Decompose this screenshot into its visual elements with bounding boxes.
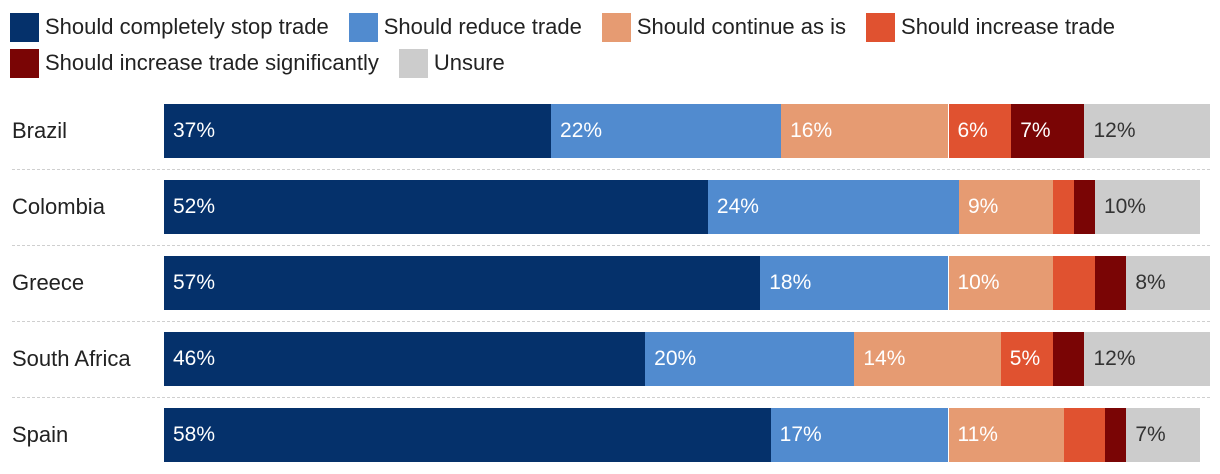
legend-swatch	[601, 12, 631, 42]
category-label: Colombia	[12, 194, 105, 219]
legend-label: Should increase trade significantly	[45, 50, 379, 75]
row-divider	[12, 397, 1210, 398]
bar-segment	[760, 256, 949, 310]
bar-segment	[958, 180, 1054, 234]
legend-swatch	[10, 12, 39, 42]
category-label: Brazil	[12, 118, 68, 143]
bar-segment	[164, 256, 761, 310]
category-label: Greece	[12, 270, 85, 295]
category-label: Spain	[12, 422, 69, 447]
bar-segment	[1074, 180, 1095, 234]
legend-item: Should completely stop trade	[10, 12, 329, 42]
data-label: 10%	[1103, 195, 1146, 218]
bar-segment	[164, 332, 646, 386]
bar-segment	[948, 104, 1012, 158]
data-label: 52%	[173, 195, 216, 218]
row-divider	[12, 245, 1210, 246]
data-label: 12%	[1093, 119, 1136, 142]
legend-item: Should increase trade significantly	[10, 48, 379, 78]
data-label: 7%	[1135, 423, 1166, 446]
bar-segment	[948, 256, 1054, 310]
legend-swatch	[348, 12, 378, 42]
bar-segment	[1084, 332, 1210, 386]
legend-item: Should reduce trade	[348, 12, 582, 42]
legend-label: Unsure	[433, 50, 505, 75]
legend-item: Should continue as is	[601, 12, 847, 42]
row-divider	[12, 169, 1210, 170]
bar-segment	[1126, 256, 1210, 310]
chart-legend: Should completely stop trade Should reduc…	[10, 12, 1215, 78]
row-divider	[12, 321, 1210, 322]
data-label: 58%	[173, 423, 216, 446]
bar-segment	[781, 104, 949, 158]
bar-segment	[1094, 256, 1127, 310]
data-label: 10%	[957, 271, 1000, 294]
bar-segment	[551, 104, 782, 158]
data-label: 5%	[1009, 347, 1041, 370]
legend-label: Should completely stop trade	[45, 14, 329, 39]
bar-segment	[854, 332, 1001, 386]
bar-segment	[1063, 408, 1106, 462]
data-label: 46%	[173, 347, 216, 370]
bar-segment	[164, 408, 771, 462]
legend-item: Unsure	[398, 48, 505, 78]
bar-segment	[164, 104, 552, 158]
bar-segment	[1094, 180, 1200, 234]
bar-segment	[770, 408, 949, 462]
data-label: 14%	[863, 347, 906, 370]
bar-segment	[164, 180, 708, 234]
legend-swatch	[398, 48, 428, 78]
bar-segment	[1084, 104, 1210, 158]
bar-segment	[1126, 408, 1200, 462]
data-label: 22%	[560, 119, 603, 142]
data-label: 8%	[1135, 271, 1166, 294]
bar-segment	[1105, 408, 1127, 462]
bar-segment	[645, 332, 855, 386]
bar-segment	[1053, 256, 1095, 310]
data-label: 57%	[173, 271, 216, 294]
legend-label: Should continue as is	[636, 14, 847, 39]
legend-swatch	[10, 48, 39, 78]
data-label: 20%	[654, 347, 697, 370]
data-label: 24%	[716, 195, 759, 218]
legend-swatch	[866, 12, 896, 42]
data-label: 7%	[1020, 119, 1051, 142]
data-label: 9%	[967, 195, 999, 218]
bar-segment	[948, 408, 1064, 462]
data-label: 16%	[790, 119, 833, 142]
legend-label: Should reduce trade	[383, 14, 582, 39]
bar-segment	[1053, 332, 1085, 386]
data-label: 18%	[769, 271, 812, 294]
data-label: 11%	[957, 423, 998, 446]
category-label: South Africa	[12, 346, 131, 371]
data-label: 37%	[173, 119, 216, 142]
data-label: 17%	[779, 423, 822, 446]
bar-segment	[1011, 104, 1085, 158]
bar-segment	[1000, 332, 1054, 386]
data-label: 12%	[1093, 347, 1136, 370]
data-label: 6%	[957, 119, 988, 142]
legend-label: Should increase trade	[901, 14, 1116, 39]
bar-segment	[1053, 180, 1074, 234]
legend-item: Should increase trade	[866, 12, 1115, 42]
bar-segment	[707, 180, 959, 234]
